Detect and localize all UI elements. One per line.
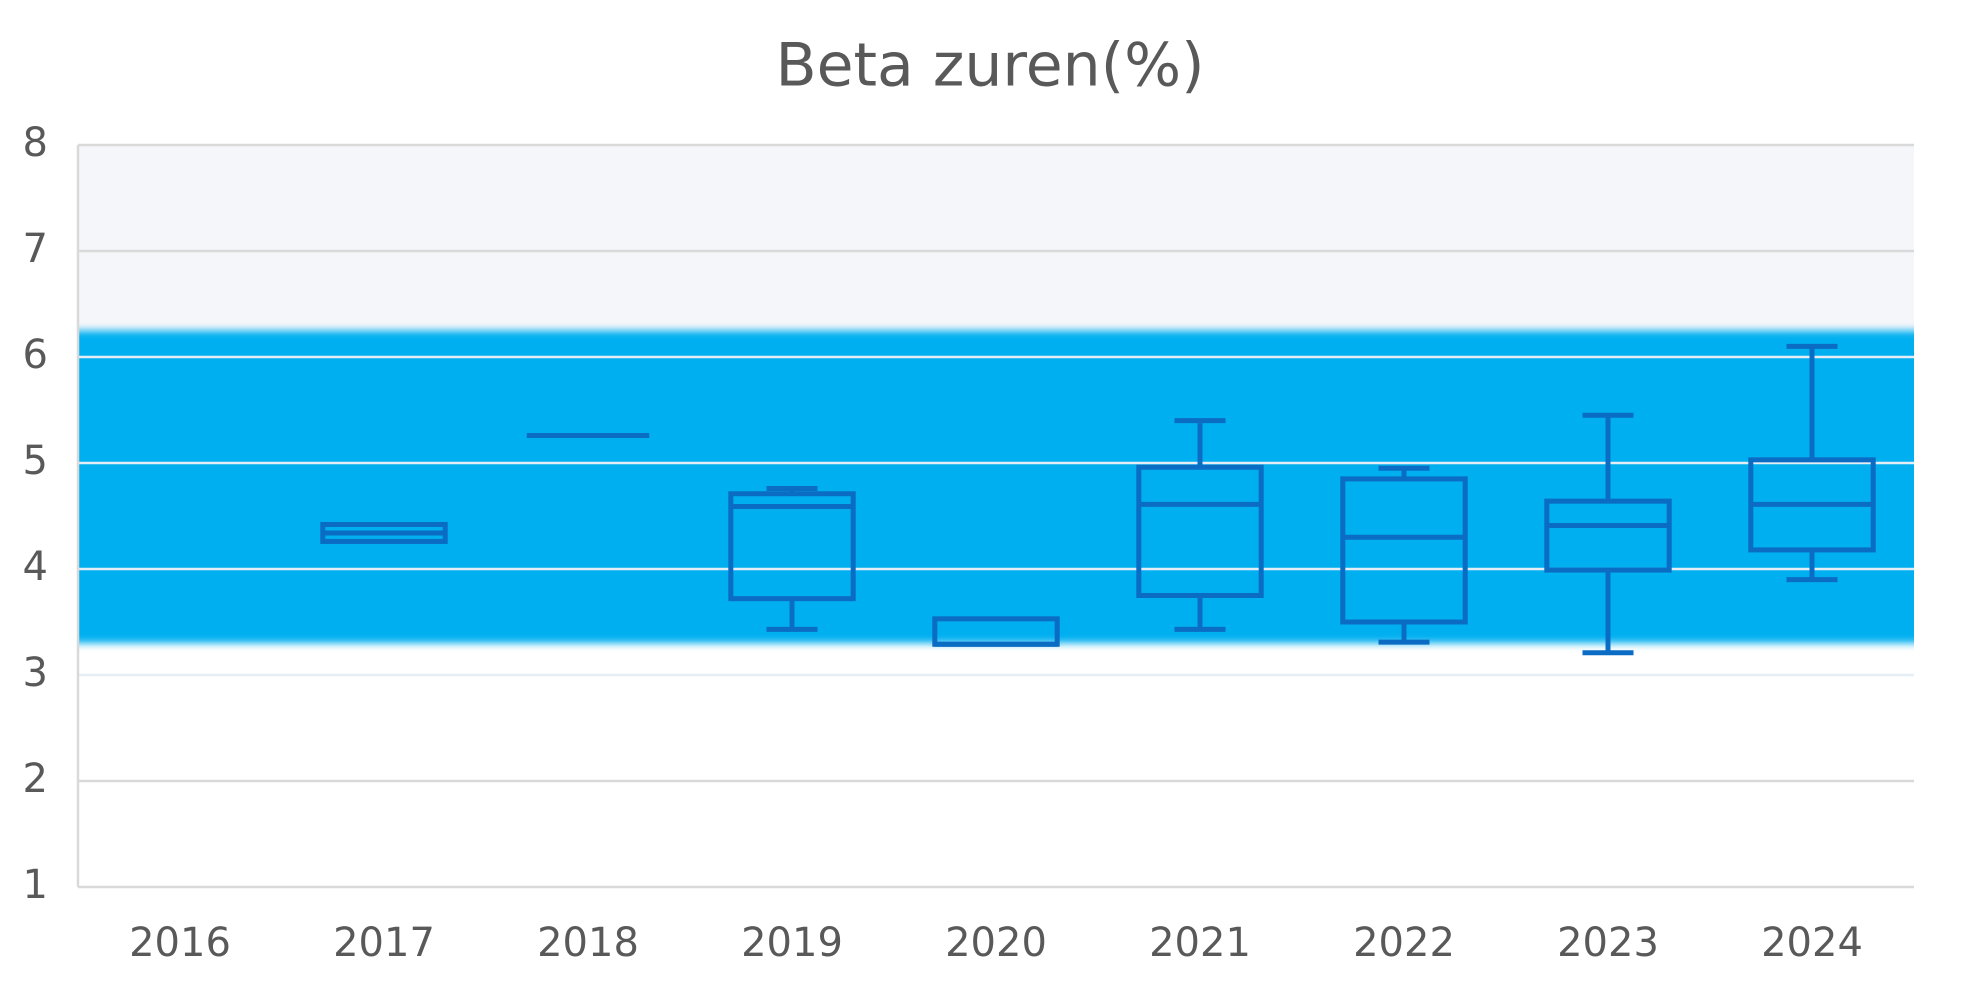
chart-title: Beta zuren(%) bbox=[775, 31, 1204, 101]
x-tick-label: 2019 bbox=[741, 920, 843, 966]
reference-band bbox=[78, 330, 1914, 644]
y-tick-label: 8 bbox=[23, 120, 48, 166]
y-tick-label: 4 bbox=[23, 544, 48, 590]
x-tick-label: 2024 bbox=[1761, 920, 1863, 966]
y-tick-label: 1 bbox=[23, 862, 48, 908]
x-tick-label: 2021 bbox=[1149, 920, 1251, 966]
y-tick-label: 6 bbox=[23, 332, 48, 378]
reference-band bbox=[78, 145, 1914, 331]
x-tick-label: 2018 bbox=[537, 920, 639, 966]
y-tick-label: 3 bbox=[23, 650, 48, 696]
x-tick-label: 2023 bbox=[1557, 920, 1659, 966]
box bbox=[1340, 476, 1468, 625]
x-tick-label: 2020 bbox=[945, 920, 1047, 966]
box bbox=[728, 491, 856, 602]
x-tick-label: 2022 bbox=[1353, 920, 1455, 966]
y-tick-label: 7 bbox=[23, 226, 48, 272]
box bbox=[1136, 464, 1264, 598]
y-tick-label: 5 bbox=[23, 438, 48, 484]
x-tick-label: 2016 bbox=[129, 920, 231, 966]
y-tick-label: 2 bbox=[23, 756, 48, 802]
box bbox=[1544, 498, 1672, 573]
x-tick-label: 2017 bbox=[333, 920, 435, 966]
